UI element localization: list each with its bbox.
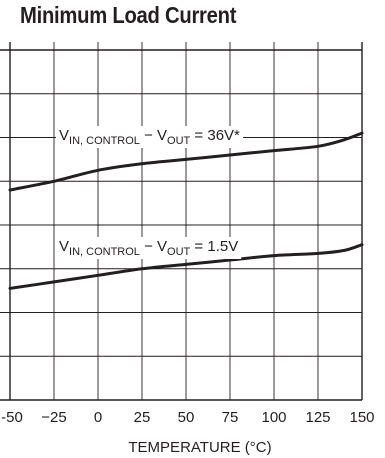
x-tick-labels: -50 −25 0 25 50 75 100 125 150 <box>1 409 374 426</box>
curve-label-background <box>56 126 244 148</box>
curve-label-background <box>56 237 242 259</box>
x-axis-label: TEMPERATURE (°C) <box>128 439 271 456</box>
x-tick-label: 0 <box>94 409 102 426</box>
x-tick-label: 75 <box>222 409 239 426</box>
grid <box>0 42 363 401</box>
x-tick-label: 125 <box>305 409 330 426</box>
x-tick-label: 50 <box>178 409 195 426</box>
curve-label: VIN, CONTROL − VOUT = 36V* <box>59 127 240 147</box>
curve-labels: VIN, CONTROL − VOUT = 36V* VIN, CONTROL −… <box>56 126 244 259</box>
series-line <box>8 131 364 192</box>
x-tick-label: 100 <box>261 409 286 426</box>
curves <box>8 131 364 290</box>
series-line <box>8 243 364 290</box>
x-tick-label: 25 <box>134 409 151 426</box>
chart-title: Minimum Load Current <box>20 2 237 28</box>
x-tick-label: 150 <box>349 409 374 426</box>
x-tick-label: -50 <box>1 409 23 426</box>
curve-label: VIN, CONTROL − VOUT = 1.5V <box>59 238 238 258</box>
x-tick-label: −25 <box>41 409 66 426</box>
